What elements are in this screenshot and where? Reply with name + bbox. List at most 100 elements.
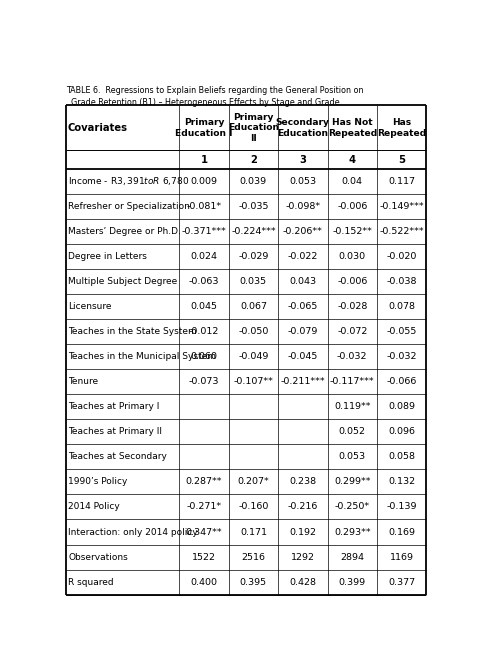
Text: 3: 3 bbox=[300, 154, 306, 164]
Text: 0.078: 0.078 bbox=[388, 302, 415, 311]
Text: Has
Repeated: Has Repeated bbox=[377, 118, 426, 138]
Text: 0.400: 0.400 bbox=[191, 578, 217, 586]
Text: -0.522***: -0.522*** bbox=[379, 227, 424, 236]
Text: -0.045: -0.045 bbox=[288, 352, 318, 361]
Text: -0.066: -0.066 bbox=[386, 377, 417, 386]
Text: 0.395: 0.395 bbox=[240, 578, 267, 586]
Text: 0.035: 0.035 bbox=[240, 277, 267, 286]
Text: -0.022: -0.022 bbox=[288, 252, 318, 261]
Text: 0.238: 0.238 bbox=[289, 478, 316, 486]
Text: 0.117: 0.117 bbox=[388, 177, 415, 186]
Text: Multiple Subject Degree: Multiple Subject Degree bbox=[68, 277, 178, 286]
Text: 0.060: 0.060 bbox=[191, 352, 217, 361]
Text: -0.117***: -0.117*** bbox=[330, 377, 374, 386]
Text: 1: 1 bbox=[200, 154, 207, 164]
Text: 0.347**: 0.347** bbox=[186, 527, 222, 537]
Text: -0.029: -0.029 bbox=[238, 252, 269, 261]
Text: 1522: 1522 bbox=[192, 552, 216, 562]
Text: 0.299**: 0.299** bbox=[334, 478, 371, 486]
Text: -0.020: -0.020 bbox=[386, 252, 417, 261]
Text: -0.032: -0.032 bbox=[337, 352, 368, 361]
Text: 0.053: 0.053 bbox=[289, 177, 316, 186]
Text: 0.399: 0.399 bbox=[339, 578, 366, 586]
Text: Primary
Education I: Primary Education I bbox=[175, 118, 233, 138]
Text: -0.038: -0.038 bbox=[386, 277, 417, 286]
Text: -0.211***: -0.211*** bbox=[280, 377, 325, 386]
Text: -0.250*: -0.250* bbox=[335, 503, 370, 511]
Text: 0.096: 0.096 bbox=[388, 427, 415, 436]
Text: 2014 Policy: 2014 Policy bbox=[68, 503, 120, 511]
Text: 1990’s Policy: 1990’s Policy bbox=[68, 478, 128, 486]
Text: -0.006: -0.006 bbox=[337, 277, 368, 286]
Text: 0.067: 0.067 bbox=[240, 302, 267, 311]
Text: -0.012: -0.012 bbox=[189, 327, 219, 336]
Text: 2516: 2516 bbox=[241, 552, 265, 562]
Text: 0.04: 0.04 bbox=[342, 177, 363, 186]
Text: 0.293**: 0.293** bbox=[334, 527, 371, 537]
Text: 0.169: 0.169 bbox=[388, 527, 415, 537]
Text: -0.006: -0.006 bbox=[337, 202, 368, 211]
Text: Teaches at Secondary: Teaches at Secondary bbox=[68, 452, 167, 462]
Text: 0.030: 0.030 bbox=[339, 252, 366, 261]
Text: Masters’ Degree or Ph.D.: Masters’ Degree or Ph.D. bbox=[68, 227, 181, 236]
Text: -0.081*: -0.081* bbox=[186, 202, 222, 211]
Text: -0.152**: -0.152** bbox=[332, 227, 372, 236]
Text: -0.063: -0.063 bbox=[189, 277, 219, 286]
Text: -0.073: -0.073 bbox=[189, 377, 219, 386]
Text: -0.160: -0.160 bbox=[238, 503, 269, 511]
Text: Teaches in the State System: Teaches in the State System bbox=[68, 327, 197, 336]
Text: 0.132: 0.132 bbox=[388, 478, 415, 486]
Text: Teaches in the Municipal System: Teaches in the Municipal System bbox=[68, 352, 216, 361]
Text: 0.287**: 0.287** bbox=[186, 478, 222, 486]
Text: Teaches at Primary I: Teaches at Primary I bbox=[68, 403, 159, 411]
Text: -0.271*: -0.271* bbox=[186, 503, 222, 511]
Text: Has Not
Repeated: Has Not Repeated bbox=[328, 118, 377, 138]
Text: 2: 2 bbox=[250, 154, 257, 164]
Text: -0.224***: -0.224*** bbox=[231, 227, 276, 236]
Text: -0.065: -0.065 bbox=[288, 302, 318, 311]
Text: 0.119**: 0.119** bbox=[334, 403, 371, 411]
Text: 1292: 1292 bbox=[291, 552, 315, 562]
Text: 0.377: 0.377 bbox=[388, 578, 415, 586]
Text: 0.024: 0.024 bbox=[191, 252, 217, 261]
Text: Teaches at Primary II: Teaches at Primary II bbox=[68, 427, 162, 436]
Text: -0.055: -0.055 bbox=[386, 327, 417, 336]
Text: Refresher or Specialization: Refresher or Specialization bbox=[68, 202, 190, 211]
Text: 1169: 1169 bbox=[390, 552, 414, 562]
Text: R squared: R squared bbox=[68, 578, 114, 586]
Text: 0.039: 0.039 bbox=[240, 177, 267, 186]
Text: Interaction: only 2014 policy: Interaction: only 2014 policy bbox=[68, 527, 198, 537]
Text: 0.428: 0.428 bbox=[289, 578, 316, 586]
Text: -0.032: -0.032 bbox=[386, 352, 417, 361]
Text: 0.192: 0.192 bbox=[289, 527, 316, 537]
Text: 5: 5 bbox=[398, 154, 405, 164]
Text: -0.072: -0.072 bbox=[337, 327, 368, 336]
Text: TABLE 6.  Regressions to Explain Beliefs regarding the General Position on
  Gra: TABLE 6. Regressions to Explain Beliefs … bbox=[66, 86, 363, 107]
Text: 0.058: 0.058 bbox=[388, 452, 415, 462]
Text: Degree in Letters: Degree in Letters bbox=[68, 252, 147, 261]
Text: -0.028: -0.028 bbox=[337, 302, 368, 311]
Text: Covariates: Covariates bbox=[68, 123, 128, 133]
Text: Observations: Observations bbox=[68, 552, 128, 562]
Text: -0.035: -0.035 bbox=[238, 202, 269, 211]
Text: Secondary
Education: Secondary Education bbox=[276, 118, 330, 138]
Text: -0.149***: -0.149*** bbox=[379, 202, 424, 211]
Text: -0.216: -0.216 bbox=[288, 503, 318, 511]
Text: 0.089: 0.089 bbox=[388, 403, 415, 411]
Text: 0.009: 0.009 bbox=[191, 177, 217, 186]
Text: -0.107**: -0.107** bbox=[233, 377, 273, 386]
Text: 2894: 2894 bbox=[340, 552, 364, 562]
Text: -0.206**: -0.206** bbox=[283, 227, 323, 236]
Text: 4: 4 bbox=[348, 154, 356, 164]
Text: 0.171: 0.171 bbox=[240, 527, 267, 537]
Text: Tenure: Tenure bbox=[68, 377, 98, 386]
Text: Licensure: Licensure bbox=[68, 302, 112, 311]
Text: -0.079: -0.079 bbox=[288, 327, 318, 336]
Text: -0.098*: -0.098* bbox=[285, 202, 320, 211]
Text: -0.139: -0.139 bbox=[386, 503, 417, 511]
Text: 0.045: 0.045 bbox=[191, 302, 217, 311]
Text: Income - R$ 3,391 to R$ 6,780: Income - R$ 3,391 to R$ 6,780 bbox=[68, 175, 189, 187]
Text: -0.050: -0.050 bbox=[238, 327, 269, 336]
Text: 0.052: 0.052 bbox=[339, 427, 366, 436]
Text: Primary
Education
II: Primary Education II bbox=[228, 113, 279, 143]
